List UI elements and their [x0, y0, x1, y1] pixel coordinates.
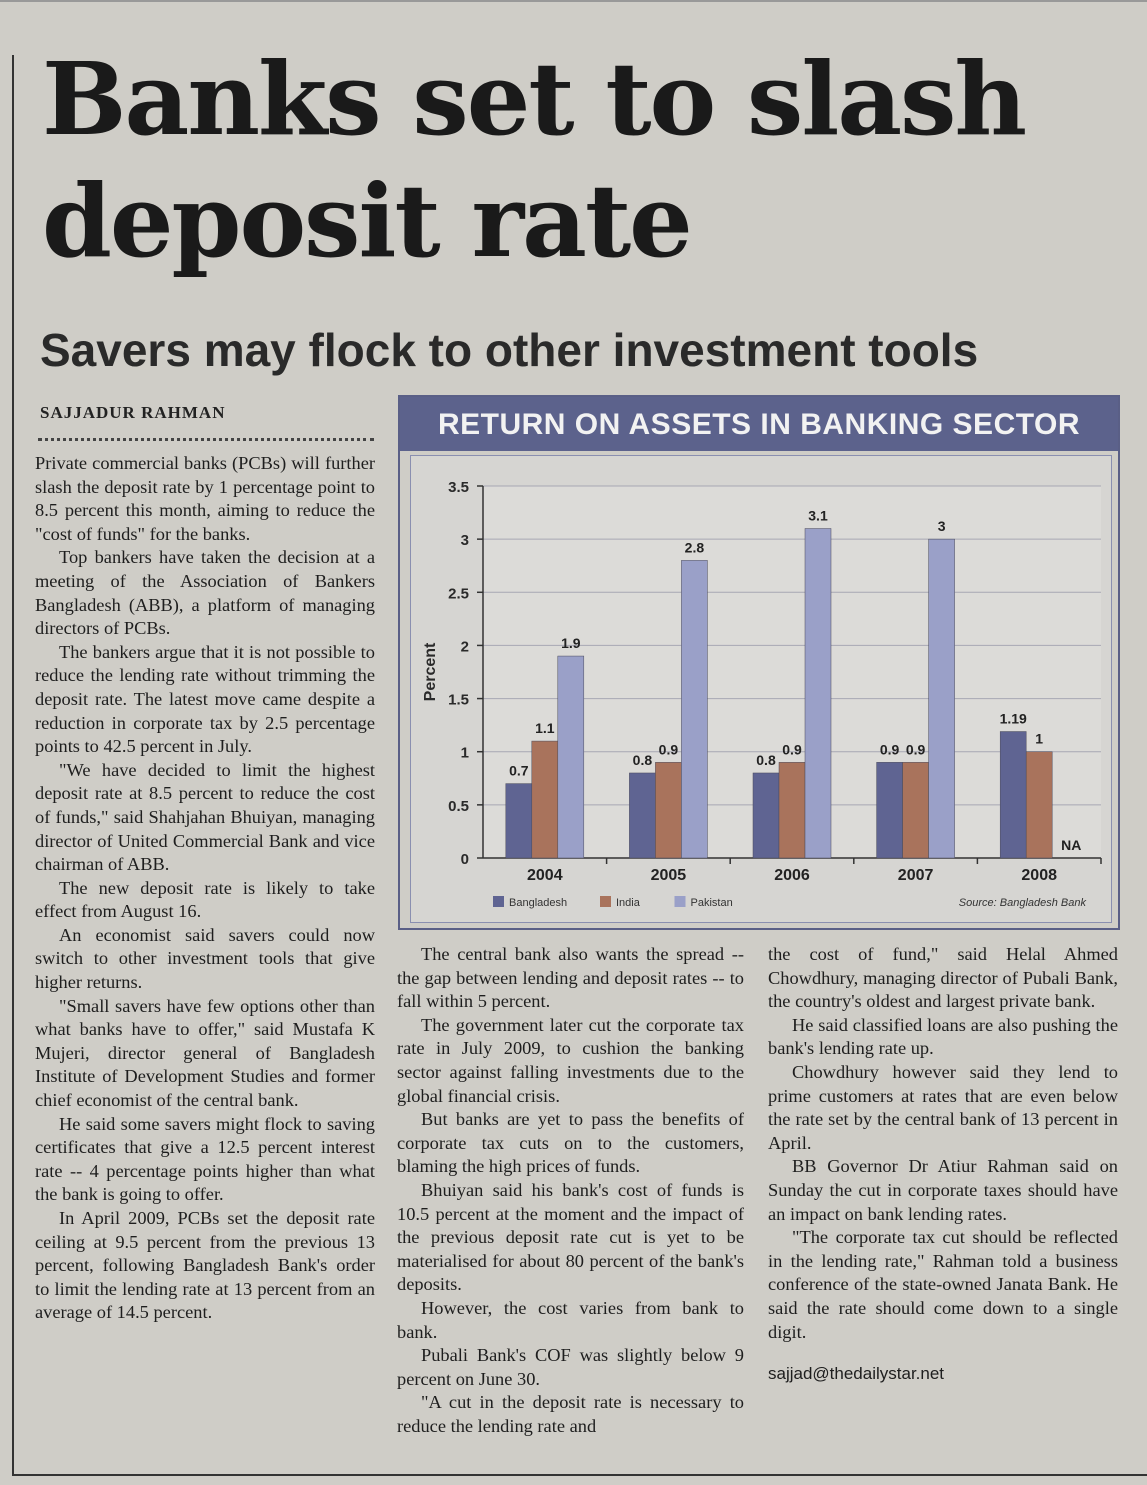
bar-india-2008: [1025, 751, 1053, 859]
data-label-na: NA: [1061, 837, 1081, 853]
paragraph: Chowdhury however said they lend to prim…: [768, 1061, 1118, 1153]
data-label: 0.8: [756, 752, 776, 768]
bar-bangladesh-2004: [505, 783, 533, 859]
legend-label: Pakistan: [691, 897, 733, 909]
paragraph: BB Governor Dr Atiur Rahman said on Sund…: [768, 1156, 1118, 1224]
byline: SAJJADUR RAHMAN: [40, 403, 226, 422]
paragraph: "The corporate tax cut should be reflect…: [768, 1227, 1118, 1342]
paragraph: He said classified loans are also pushin…: [768, 1014, 1118, 1059]
column-rule-left: [12, 55, 14, 1475]
data-label: 0.7: [509, 763, 529, 779]
bar-pakistan-2004: [557, 655, 585, 859]
data-label: 0.9: [906, 741, 926, 757]
x-tick-label: 2008: [1021, 867, 1057, 884]
paragraph: Pubali Bank's COF was slightly below 9 p…: [397, 1345, 744, 1389]
paragraph: "Small savers have few options other tha…: [35, 995, 375, 1111]
y-tick-label: 2.5: [448, 585, 469, 602]
bar-bangladesh-2008: [999, 731, 1027, 859]
bar-bangladesh-2005: [629, 772, 656, 859]
chart-title-bar: [400, 397, 1118, 451]
data-label: 2.8: [685, 539, 705, 555]
paragraph: He said some savers might flock to savin…: [35, 1113, 375, 1205]
y-tick-label: 0: [461, 851, 469, 868]
x-tick-label: 2007: [898, 867, 934, 884]
paragraph: "A cut in the deposit rate is necessary …: [397, 1392, 744, 1436]
paragraph: The central bank also wants the spread -…: [397, 944, 744, 1012]
data-label: 0.9: [782, 741, 802, 757]
paragraph: Private commercial banks (PCBs) will fur…: [35, 453, 375, 544]
paragraph: Bhuiyan said his bank's cost of funds is…: [397, 1179, 744, 1295]
data-label: 1: [1035, 731, 1043, 747]
bar-bangladesh-2007: [876, 762, 903, 859]
legend-swatch-india: [600, 896, 611, 907]
data-label: 3.1: [808, 508, 828, 524]
paragraph: But banks are yet to pass the benefits o…: [397, 1109, 744, 1177]
paragraph: Top bankers have taken the decision at a…: [35, 547, 375, 639]
bar-india-2007: [902, 762, 929, 859]
article-column-1: Private commercial banks (PCBs) will fur…: [35, 452, 375, 1325]
chart-box: RETURN ON ASSETS IN BANKING SECTOR 0 0.5 1…: [398, 395, 1120, 930]
paragraph: The government later cut the corporate t…: [397, 1014, 744, 1106]
y-tick-label: 3.5: [448, 479, 469, 496]
data-label: 1.9: [561, 635, 581, 651]
bar-india-2005: [655, 762, 682, 859]
data-label: 1.19: [1000, 711, 1027, 727]
chart-source: Source: Bangladesh Bank: [959, 897, 1087, 909]
legend-swatch-pakistan: [674, 896, 686, 907]
y-tick-label: 2: [461, 638, 469, 655]
paragraph: The bankers argue that it is not possibl…: [35, 641, 375, 757]
bar-pakistan-2007: [928, 538, 955, 859]
bottom-rule: [12, 1474, 1147, 1476]
bar-pakistan-2005: [681, 560, 708, 859]
chart-area: 0 0.5 1 1.5 2 2.5 3 3.5 Percent 2004 0.7 1.1 1.9 2005…: [410, 455, 1112, 923]
x-tick-label: 2006: [774, 867, 810, 884]
legend-label: Bangladesh: [509, 897, 567, 909]
data-label: 0.9: [880, 741, 900, 757]
bar-chart: 0 0.5 1 1.5 2 2.5 3 3.5 Percent 2004 0.7 1.1 1.9 2005…: [422, 479, 1102, 909]
data-label: 0.8: [633, 752, 653, 768]
y-tick-label: 1.5: [448, 692, 469, 709]
y-tick-label: 1: [461, 745, 469, 762]
y-tick-label: 0.5: [448, 798, 469, 815]
x-tick-label: 2005: [651, 867, 687, 884]
paragraph: However, the cost varies from bank to ba…: [397, 1297, 744, 1342]
paragraph: In April 2009, PCBs set the deposit rate…: [35, 1208, 375, 1323]
y-tick-label: 3: [461, 532, 469, 549]
byline-divider: [38, 438, 374, 441]
article-column-3: the cost of fund," said Helal Ahmed Chow…: [768, 943, 1118, 1386]
legend-label: India: [616, 897, 641, 909]
legend-swatch-bangladesh: [493, 896, 504, 907]
bar-bangladesh-2006: [752, 772, 780, 859]
bar-india-2004: [531, 740, 559, 859]
data-label: 3: [938, 518, 946, 534]
article-column-2: The central bank also wants the spread -…: [397, 943, 744, 1438]
author-email: sajjad@thedailystar.net: [768, 1364, 945, 1384]
bar-pakistan-2006: [804, 528, 832, 859]
data-label: 1.1: [535, 720, 555, 736]
y-axis-label: Percent: [422, 642, 439, 701]
headline: Banks set to slash deposit rate: [42, 40, 1027, 280]
paragraph: An economist said savers could now switc…: [35, 924, 375, 993]
chart-title: RETURN ON ASSETS IN BANKING SECTOR: [437, 408, 1081, 441]
bar-india-2006: [778, 762, 806, 859]
paragraph: "We have decided to limit the highest de…: [35, 759, 375, 875]
subheadline: Savers may flock to other investment too…: [40, 324, 979, 376]
top-divider: [0, 0, 1147, 2]
paragraph: The new deposit rate is likely to take e…: [35, 877, 375, 922]
x-tick-label: 2004: [527, 867, 563, 884]
data-label: 0.9: [659, 741, 679, 757]
paragraph: the cost of fund," said Helal Ahmed Chow…: [768, 944, 1118, 1012]
